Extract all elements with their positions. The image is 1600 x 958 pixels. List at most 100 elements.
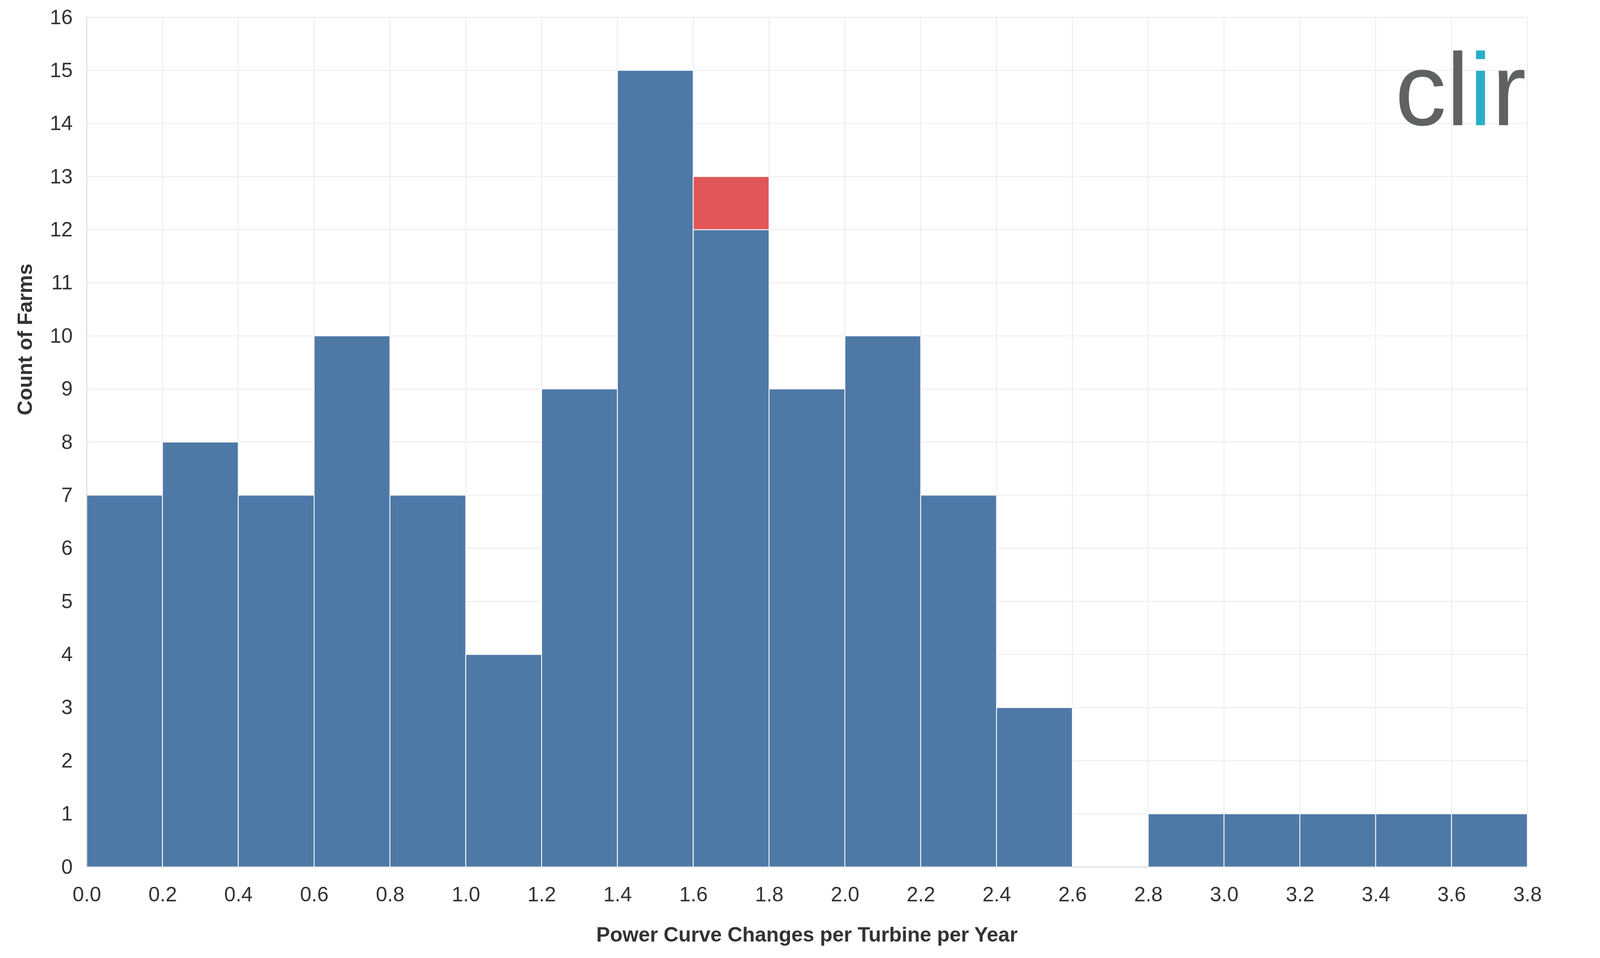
tick-label: 11 [51,270,73,294]
tick: 1 [61,802,87,826]
bar [162,441,239,443]
bar [465,654,542,656]
bar [314,335,391,868]
tick-label: 3.8 [1513,883,1543,907]
grid-line [1375,17,1377,868]
bar [693,229,770,868]
tick-label: 2 [61,749,73,773]
tick: 3 [61,695,87,719]
tick-label: 6 [61,536,73,560]
bar [1299,814,1376,868]
tick: 0.0 [72,867,102,907]
bar [465,654,542,868]
tick-label: 0.8 [375,883,405,907]
tick: 1.6 [679,867,708,907]
grid-line [1223,17,1225,868]
grid-line [86,335,1528,337]
tick: 2.8 [1134,867,1163,907]
bar [1375,813,1452,815]
bar [1148,813,1225,815]
bar [920,494,997,496]
bar [390,494,466,496]
tick: 7 [61,483,87,507]
grid-line [86,229,1528,231]
tick-label: 1 [61,802,73,826]
tick-label: 8 [61,430,73,454]
tick-label: 3.0 [1209,883,1239,907]
bar [162,442,239,868]
tick: 2 [61,749,87,773]
y-axis: 012345678910111213141516 [49,5,87,879]
bar [541,389,618,868]
tick-label: 9 [61,377,73,401]
bar [693,176,770,230]
tick-label: 13 [49,165,73,189]
tick-label: 3.6 [1437,883,1467,907]
grid-line [86,123,1528,124]
bar [86,494,163,496]
bar [1223,813,1300,815]
bar [996,707,1073,868]
grid-line [86,16,1528,18]
bar [86,495,163,868]
bars [86,70,1528,868]
bar [617,69,694,71]
axis-line [86,17,88,868]
axis-line [87,867,1528,868]
tick-label: 0.6 [300,883,329,907]
bar [844,335,921,337]
grid-line [86,17,88,868]
grid-line [1526,17,1528,868]
tick-label: 2.6 [1058,883,1088,907]
tick: 12 [49,218,87,242]
tick-label: 2.2 [906,883,936,907]
tick: 6 [61,536,87,560]
logo: clir [1395,32,1527,147]
tick: 0.8 [375,867,405,907]
tick: 2.6 [1058,867,1088,907]
bar [1148,814,1225,868]
tick-label: 1.0 [451,883,481,907]
grid-line [1299,17,1301,868]
bar [1451,814,1528,868]
bar [844,335,921,868]
grid [86,17,1528,868]
tick-label: 14 [49,111,73,135]
tick-label: 0.2 [148,883,177,907]
tick: 3.4 [1361,867,1391,907]
tick: 2.2 [906,867,936,907]
bar [1223,814,1300,868]
tick-label: 10 [49,324,73,348]
tick: 1.8 [755,867,784,907]
tick: 9 [61,377,87,401]
tick-label: 1.8 [755,883,784,907]
tick: 3.8 [1513,867,1543,907]
tick: 2.4 [982,867,1012,907]
tick: 3.2 [1285,867,1315,907]
tick: 1.4 [603,867,633,907]
tick-label: 2.4 [982,883,1012,907]
bar [1299,813,1376,815]
bar [1375,814,1452,868]
tick-label: 0 [61,855,73,879]
chart: 0.00.20.40.60.81.01.21.41.61.82.02.22.42… [0,0,1600,958]
grid-line [86,176,1528,177]
tick-label: 2.8 [1134,883,1163,907]
bar [1451,813,1528,815]
tick: 16 [49,5,87,29]
grid-line [1147,17,1149,868]
tick-label: 0.0 [72,883,102,907]
bar [617,70,694,868]
bar [238,495,315,868]
tick-label: 3.2 [1285,883,1315,907]
tick-label: 7 [61,483,73,507]
bar [769,388,845,390]
tick-label: 15 [49,58,73,82]
tick: 13 [49,165,87,189]
tick: 0.6 [300,867,329,907]
tick: 14 [49,111,87,135]
tick: 3.0 [1209,867,1239,907]
tick: 11 [51,270,87,294]
tick-label: 5 [61,589,73,613]
tick: 1.0 [451,867,481,907]
